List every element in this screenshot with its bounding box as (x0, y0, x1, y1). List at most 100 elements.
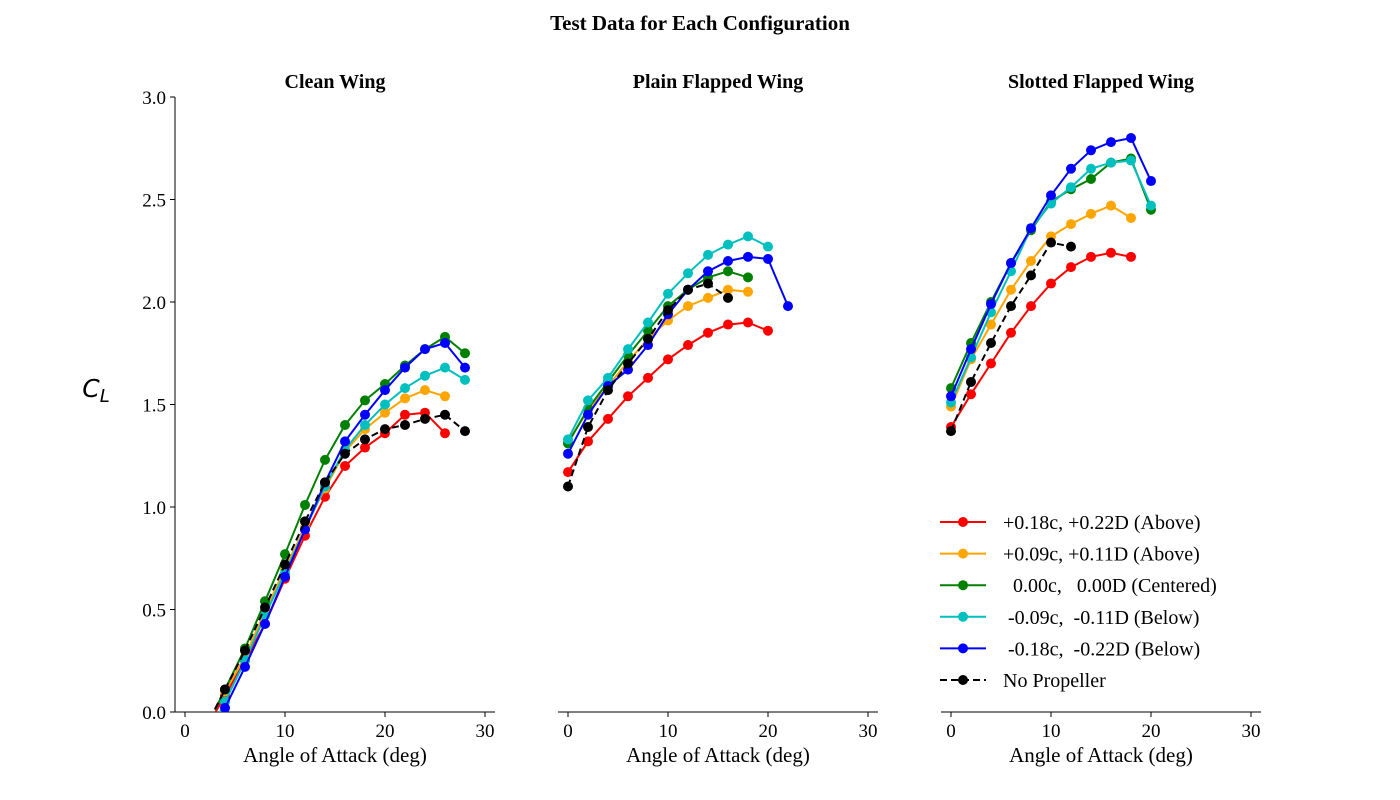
data-point (1106, 137, 1116, 148)
x-tick-label: 0 (180, 721, 190, 742)
x-tick-label: 30 (1242, 721, 1261, 742)
data-point (220, 684, 230, 695)
data-point (643, 317, 653, 328)
data-point (703, 292, 713, 303)
series-line (567, 255, 789, 455)
data-point (1046, 190, 1056, 201)
data-point (380, 407, 390, 418)
data-point (563, 467, 573, 478)
data-point (360, 420, 370, 430)
data-point (603, 413, 613, 424)
data-point (460, 374, 470, 385)
y-tick-label: 2.5 (142, 191, 166, 212)
data-point (260, 618, 270, 629)
data-point (723, 266, 733, 277)
data-point (1026, 301, 1036, 312)
series-line (950, 251, 1132, 428)
legend-label: -0.09c, -0.11D (Below) (1003, 607, 1199, 629)
x-tick-label: 10 (276, 721, 295, 742)
data-point (583, 395, 593, 406)
data-point (1086, 163, 1096, 174)
x-tick-label: 20 (1142, 721, 1161, 742)
data-point (380, 424, 390, 435)
data-point (1126, 212, 1136, 223)
data-point (583, 409, 593, 420)
series-2 (214, 385, 450, 710)
data-point (440, 428, 450, 439)
legend-marker (958, 675, 968, 685)
data-point (460, 348, 470, 359)
legend-entry: -0.18c, -0.22D (Below) (940, 638, 1200, 660)
data-point (280, 559, 290, 570)
data-point (400, 393, 410, 404)
data-point (623, 358, 633, 369)
data-point (683, 268, 693, 279)
series-5 (946, 133, 1156, 402)
x-tick-label: 10 (1042, 721, 1061, 742)
data-point (1006, 327, 1016, 338)
x-tick-label: 20 (759, 721, 778, 742)
data-point (946, 426, 956, 437)
data-point (240, 661, 250, 672)
data-point (320, 477, 330, 488)
series-6 (563, 278, 733, 492)
data-point (260, 602, 270, 613)
data-point (420, 370, 430, 381)
data-point (400, 420, 410, 430)
data-point (663, 305, 673, 316)
data-point (703, 327, 713, 338)
data-point (683, 284, 693, 295)
legend: +0.18c, +0.22D (Above) +0.09c, +0.11D (Ab… (940, 512, 1217, 692)
data-point (1086, 174, 1096, 184)
y-axis-label-main: C (82, 374, 100, 403)
data-point (563, 448, 573, 459)
legend-marker (958, 548, 968, 559)
svg-text:CL: CL (82, 374, 110, 407)
data-point (420, 344, 430, 355)
data-point (440, 409, 450, 420)
data-point (1146, 200, 1156, 211)
data-point (340, 436, 350, 447)
data-point (1126, 155, 1136, 166)
data-point (1106, 200, 1116, 211)
series-3 (946, 153, 1156, 394)
data-point (723, 292, 733, 303)
y-tick-label: 1.0 (142, 498, 166, 519)
y-axis-label: CL (82, 374, 110, 407)
series-4 (563, 231, 773, 445)
data-point (360, 434, 370, 445)
data-point (723, 256, 733, 266)
data-point (400, 362, 410, 373)
data-point (986, 299, 996, 310)
data-point (703, 266, 713, 277)
legend-label: 0.00c, 0.00D (Centered) (1003, 575, 1217, 597)
series-line (950, 204, 1132, 407)
data-point (1086, 251, 1096, 262)
data-point (623, 391, 633, 402)
data-point (743, 317, 753, 328)
y-tick-label: 0.0 (142, 703, 166, 724)
x-tick-label: 0 (946, 721, 956, 742)
data-point (380, 385, 390, 396)
series-1 (214, 407, 450, 712)
legend-label: +0.18c, +0.22D (Above) (1003, 512, 1201, 534)
series-1 (563, 317, 773, 478)
data-point (340, 420, 350, 430)
data-point (723, 239, 733, 250)
series-5 (220, 338, 470, 712)
y-tick-label: 2.0 (142, 293, 166, 314)
data-point (1126, 251, 1136, 262)
data-point (663, 354, 673, 365)
series-line (950, 136, 1152, 397)
data-point (966, 389, 976, 400)
legend-entry: No Propeller (940, 670, 1106, 692)
data-point (583, 422, 593, 433)
data-point (360, 395, 370, 406)
data-point (683, 340, 693, 351)
data-point (320, 454, 330, 465)
legend-entry: +0.18c, +0.22D (Above) (940, 512, 1201, 534)
data-point (1066, 241, 1076, 252)
data-point (643, 372, 653, 383)
data-point (1106, 247, 1116, 258)
